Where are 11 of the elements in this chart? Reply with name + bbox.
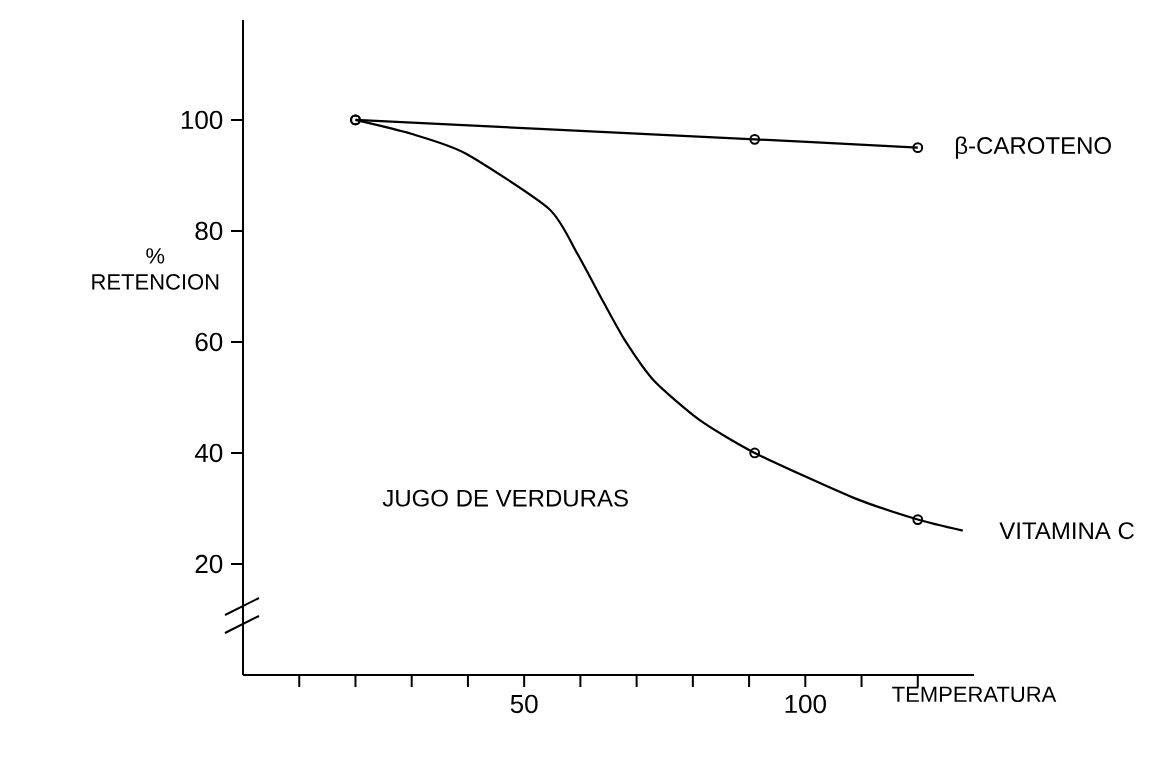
annotation: JUGO DE VERDURAS bbox=[382, 489, 628, 507]
series-label: VITAMINA C bbox=[999, 522, 1134, 540]
x-tick-label: 50 bbox=[510, 694, 538, 714]
y-axis-title: % RETENCION bbox=[92, 248, 219, 290]
x-axis-title: TEMPERATURA bbox=[892, 686, 1057, 703]
y-tick-label: 60 bbox=[195, 332, 223, 352]
y-tick-label: 20 bbox=[195, 554, 223, 574]
series-label: β-CAROTENO bbox=[955, 136, 1111, 159]
y-tick-label: 100 bbox=[181, 110, 223, 130]
y-tick-label: 80 bbox=[195, 221, 223, 241]
y-tick-label: 40 bbox=[194, 443, 223, 463]
